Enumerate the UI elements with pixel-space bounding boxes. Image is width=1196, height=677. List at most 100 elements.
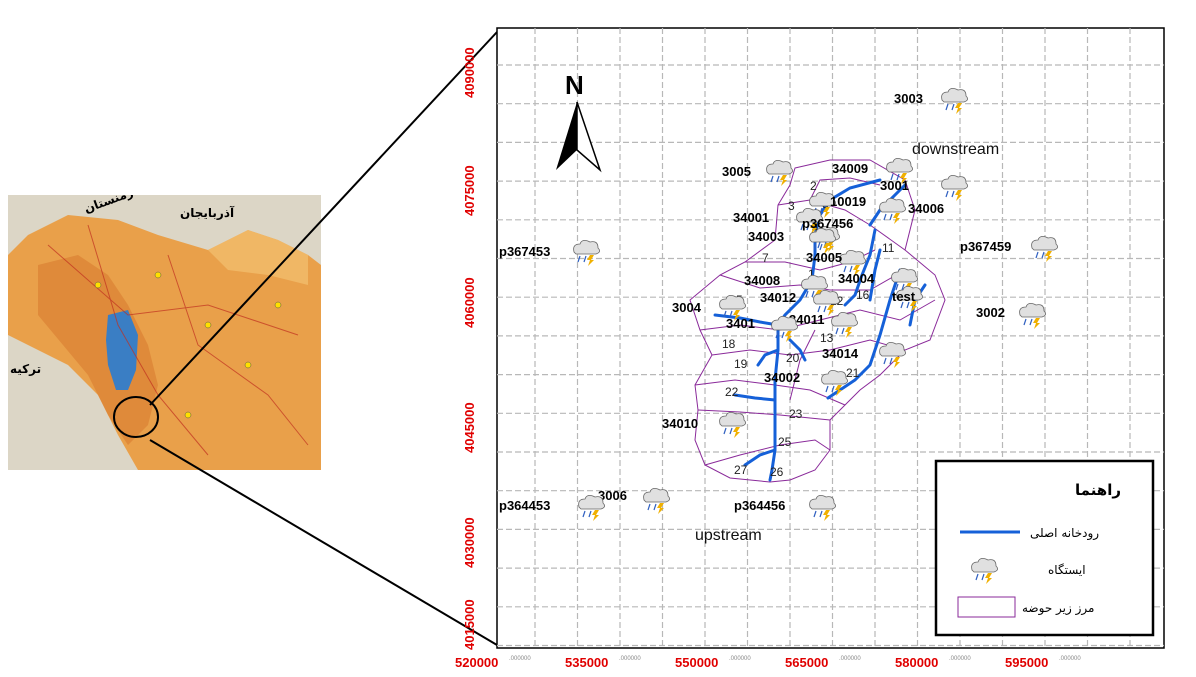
inset-focus-circle xyxy=(113,396,159,438)
station-label: p364453 xyxy=(499,498,550,513)
station-icon xyxy=(643,488,670,514)
y-tick-label: 4015000 xyxy=(462,599,477,650)
station-label: 34010 xyxy=(662,416,698,431)
y-tick-label: 4030000 xyxy=(462,517,477,568)
station-icon xyxy=(578,495,605,521)
station-icon xyxy=(719,295,746,321)
subbasin-number: 1 xyxy=(808,267,815,281)
subbasin-number: 11 xyxy=(882,241,895,255)
station-label: test xyxy=(892,289,916,304)
station-label: 34004 xyxy=(838,271,875,286)
x-tick-sublabel: .000000 xyxy=(949,656,971,662)
station-label: 34005 xyxy=(806,250,842,265)
station-label: 34014 xyxy=(822,346,859,361)
station-label: 3004 xyxy=(672,300,702,315)
station-label: 34012 xyxy=(760,290,796,305)
station-label: p367459 xyxy=(960,239,1011,254)
station-label: 34009 xyxy=(832,161,868,176)
legend: راهنما رودخانه اصلی ایستگاه مرز زیر حوضه xyxy=(934,459,1155,637)
inset-label-azerbaijan: آذربایجان xyxy=(180,205,235,220)
inset-label-turkey: ترکیه xyxy=(10,362,41,376)
station-icon xyxy=(573,240,600,266)
station-icon xyxy=(831,312,858,338)
zoom-connector-bottom xyxy=(149,439,498,646)
main-river xyxy=(713,178,927,482)
subbasin-number: 22 xyxy=(725,385,739,399)
x-tick-sublabel: .000000 xyxy=(509,656,531,662)
station-icon xyxy=(821,370,848,396)
upstream-label: upstream xyxy=(695,527,762,544)
station-label: 34011 xyxy=(789,312,824,327)
station-icon xyxy=(1019,303,1046,329)
station-icon xyxy=(839,250,866,276)
x-tick-label: 595000 xyxy=(1005,655,1048,670)
station-icon xyxy=(719,412,746,438)
station-label: 3003 xyxy=(894,91,923,106)
station-icon xyxy=(941,88,968,114)
y-tick-label: 4075000 xyxy=(462,165,477,216)
x-tick-label: 550000 xyxy=(675,655,718,670)
x-tick-sublabel: .000000 xyxy=(839,656,861,662)
station-label: 3005 xyxy=(722,164,751,179)
station-label: 34008 xyxy=(744,273,780,288)
station-label: p367456 xyxy=(802,216,853,231)
station-icon xyxy=(941,175,968,201)
station-label: 3001 xyxy=(880,178,909,193)
station-label: 3006 xyxy=(598,488,627,503)
legend-boundary-swatch xyxy=(957,596,1016,618)
subbasin-number: 19 xyxy=(734,357,748,371)
legend-title: راهنما xyxy=(1075,481,1121,499)
station-icon xyxy=(896,286,923,312)
x-tick-label: 535000 xyxy=(565,655,608,670)
station-icon xyxy=(809,495,836,521)
station-icon xyxy=(771,316,798,342)
downstream-label: downstream xyxy=(912,141,999,158)
subbasin-number: 3 xyxy=(788,199,795,213)
subbasin-number: 2 xyxy=(810,179,817,193)
subbasin-number: 18 xyxy=(722,337,736,351)
legend-boundary-label: مرز زیر حوضه xyxy=(1022,601,1094,616)
subbasin-number: 16 xyxy=(856,288,870,302)
x-tick-label: 520000 xyxy=(455,655,498,670)
legend-station-icon xyxy=(971,558,998,584)
x-tick-label: 580000 xyxy=(895,655,938,670)
y-tick-label: 4060000 xyxy=(462,277,477,328)
subbasin-number: 27 xyxy=(734,463,748,477)
station-label: 3002 xyxy=(976,305,1005,320)
y-tick-label: 4090000 xyxy=(462,47,477,98)
station-label: 34003 xyxy=(748,229,784,244)
station-icon xyxy=(796,208,823,234)
station-label: p364456 xyxy=(734,498,785,513)
y-tick-label: 4045000 xyxy=(462,402,477,453)
station-label: 34002 xyxy=(764,370,800,385)
station-label: p367453 xyxy=(499,244,550,259)
station-icon xyxy=(1031,236,1058,262)
x-tick-sublabel: .000000 xyxy=(1059,656,1081,662)
station-icon xyxy=(886,158,913,184)
subbasin-number: 23 xyxy=(789,407,803,421)
subbasin-number: 13 xyxy=(820,331,834,345)
north-label: N xyxy=(565,70,584,100)
station-icon xyxy=(879,198,906,224)
x-tick-sublabel: .000000 xyxy=(619,656,641,662)
north-arrow: N xyxy=(556,70,602,173)
station-label: 10019 xyxy=(830,194,866,209)
zoom-connector-top xyxy=(149,31,498,406)
subbasin-number: 20 xyxy=(786,351,800,365)
station-icon xyxy=(813,290,840,316)
subbasin-number: 26 xyxy=(770,465,784,479)
inset-location-map: آذربایجان ارمنستان ترکیه xyxy=(8,195,321,470)
subbasin-number: 21 xyxy=(846,366,860,380)
stations: 3003 3005 34009 3001 34006 10019 34001 p367456 3… xyxy=(499,88,1058,521)
station-label: 3401 xyxy=(726,316,755,331)
subbasin-number: 7 xyxy=(762,251,769,265)
station-label: 34001 xyxy=(733,210,769,225)
station-label: 34006 xyxy=(908,201,944,216)
x-tick-label: 565000 xyxy=(785,655,828,670)
station-icon xyxy=(879,342,906,368)
station-icon xyxy=(809,228,836,254)
x-tick-sublabel: .000000 xyxy=(729,656,751,662)
legend-river-label: رودخانه اصلی xyxy=(1030,526,1099,541)
station-icon xyxy=(766,160,793,186)
